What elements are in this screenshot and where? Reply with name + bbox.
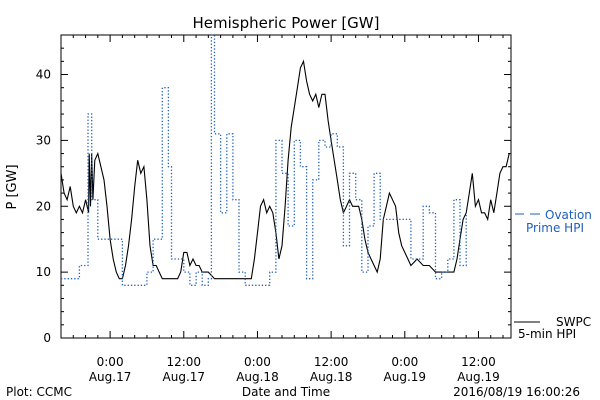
x-tick-date-5: Aug.19	[457, 370, 500, 384]
x-tick-time-2: 0:00	[244, 355, 271, 369]
x-tick-date-4: Aug.19	[384, 370, 427, 384]
plot-area	[60, 34, 512, 339]
x-axis: 0:00Aug.1712:00Aug.170:00Aug.1812:00Aug.…	[72, 35, 504, 384]
y-tick-label-2: 20	[36, 199, 51, 213]
x-tick-date-2: Aug.18	[236, 370, 279, 384]
x-tick-date-3: Aug.18	[310, 370, 353, 384]
y-tick-label-3: 30	[36, 133, 51, 147]
x-tick-time-0: 0:00	[97, 355, 124, 369]
x-tick-time-3: 12:00	[314, 355, 349, 369]
plot-frame	[60, 34, 512, 339]
y-tick-label-1: 10	[36, 265, 51, 279]
x-tick-time-5: 12:00	[461, 355, 496, 369]
legend: Ovation Prime HPI SWPC 5-min HPI	[514, 208, 592, 341]
legend-ovation: Ovation Prime HPI	[515, 208, 592, 235]
legend-swpc-label-2: 5-min HPI	[518, 327, 576, 341]
x-tick-time-4: 0:00	[391, 355, 418, 369]
y-tick-label-4: 40	[36, 68, 51, 82]
y-axis-label: P [GW]	[5, 164, 20, 209]
x-tick-time-1: 12:00	[166, 355, 201, 369]
legend-ovation-label-2: Prime HPI	[526, 221, 584, 235]
plot-timestamp: 2016/08/19 16:00:26	[453, 385, 580, 399]
y-axis: 0 10 20 30 40	[36, 47, 511, 345]
series-line-ovation	[61, 34, 467, 286]
legend-swpc-label-1: SWPC	[556, 315, 591, 329]
series-line-swpc	[60, 59, 510, 280]
x-tick-date-0: Aug.17	[89, 370, 132, 384]
x-axis-label: Date and Time	[242, 385, 330, 399]
series-layer	[60, 34, 510, 286]
legend-swpc: SWPC 5-min HPI	[514, 315, 591, 341]
x-tick-date-1: Aug.17	[163, 370, 206, 384]
chart-title: Hemispheric Power [GW]	[193, 14, 380, 32]
plot-credit: Plot: CCMC	[6, 385, 72, 399]
y-tick-label-0: 0	[43, 331, 51, 345]
legend-ovation-label-1: Ovation	[545, 208, 592, 222]
